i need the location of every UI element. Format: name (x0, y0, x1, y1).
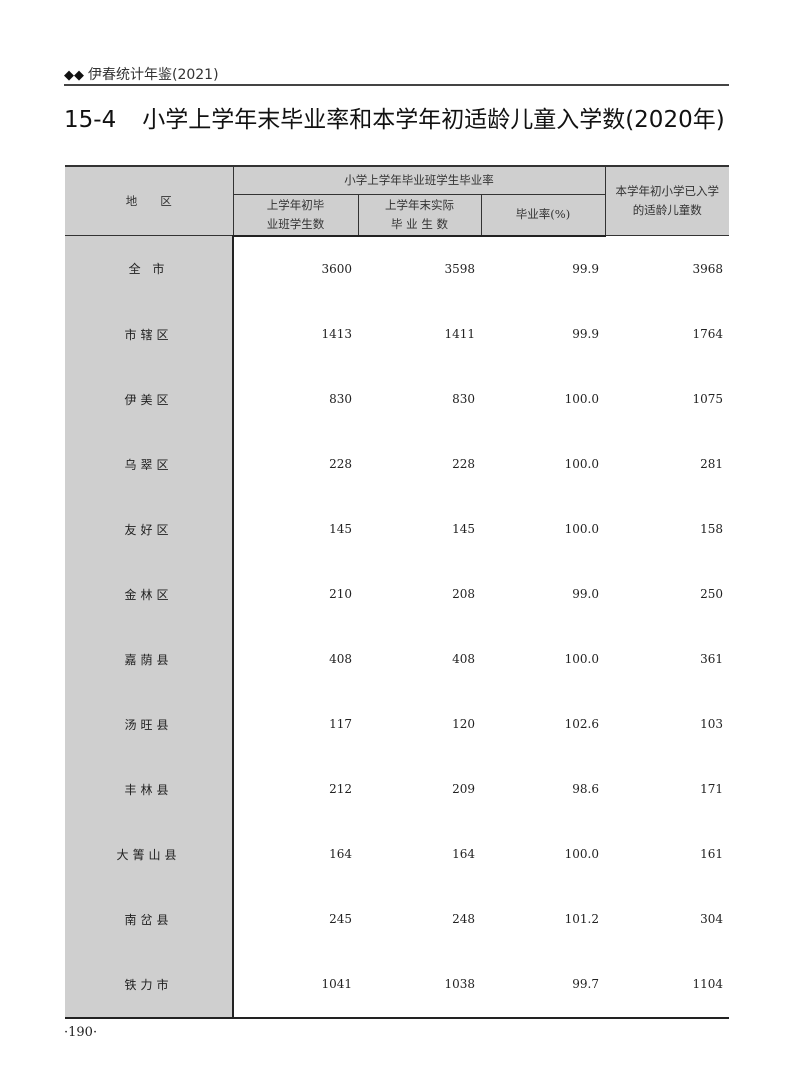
graduating-start-cell: 1041 (233, 951, 358, 1019)
page-title: 15-4 小学上学年末毕业率和本学年初适龄儿童入学数(2020年) (64, 100, 725, 134)
table-row: 全 市 3600 3598 99.9 3968 (65, 235, 729, 302)
enrolled-children-cell: 1764 (692, 327, 723, 341)
graduates-cell: 208 (452, 587, 475, 601)
graduation-rate-cell: 100.0 (564, 457, 599, 471)
header-col1: 上学年初毕 业班学生数 (233, 193, 359, 237)
table-row: 南岔县 245 248 101.2 304 (65, 886, 729, 952)
graduation-rate-cell: 101.2 (564, 912, 599, 926)
running-header: ◆◆ 伊春统计年鉴(2021) (64, 64, 219, 84)
region-cell: 市辖区 (65, 301, 234, 367)
table-row: 汤旺县 117 120 102.6 103 (65, 691, 729, 757)
enrolled-children-cell: 103 (700, 717, 723, 731)
graduates-cell: 830 (452, 392, 475, 406)
enrolled-children-cell: 1104 (605, 951, 729, 1019)
table-row: 嘉荫县 408 408 100.0 361 (65, 626, 729, 692)
region-cell: 汤旺县 (65, 691, 234, 757)
header-region: 地 区 (65, 165, 234, 236)
graduation-rate-cell: 99.9 (572, 262, 599, 276)
enrolled-children-cell: 361 (700, 652, 723, 666)
graduating-start-cell: 210 (329, 587, 352, 601)
graduates-cell: 209 (452, 782, 475, 796)
enrolled-children-cell: 3968 (692, 261, 723, 276)
graduates-cell: 408 (452, 652, 475, 666)
graduates-cell: 228 (452, 457, 475, 471)
region-cell: 嘉荫县 (65, 626, 234, 692)
table-row: 丰林县 212 209 98.6 171 (65, 756, 729, 822)
table-row: 友好区 145 145 100.0 158 (65, 496, 729, 562)
table-row: 大箐山县 164 164 100.0 161 (65, 821, 729, 887)
table-row: 金林区 210 208 99.0 250 (65, 561, 729, 627)
region-cell: 金林区 (65, 561, 234, 627)
graduating-start-cell: 164 (329, 847, 352, 861)
table-row: 乌翠区 228 228 100.0 281 (65, 431, 729, 497)
header-group: 小学上学年毕业班学生毕业率 (232, 165, 606, 195)
header-col3: 毕业率(%) (480, 193, 605, 237)
table-row: 市辖区 1413 1411 99.9 1764 (65, 301, 729, 367)
graduation-rate-cell: 100.0 (564, 652, 599, 666)
graduation-rate-cell: 99.7 (481, 951, 605, 1019)
graduates-cell: 1411 (444, 327, 475, 341)
graduating-start-cell: 117 (329, 717, 352, 731)
table-row: 伊美区 830 830 100.0 1075 (65, 366, 729, 432)
graduation-rate-cell: 99.0 (572, 587, 599, 601)
yearbook-name: 伊春统计年鉴(2021) (88, 67, 219, 83)
header-col2: 上学年末实际毕 业 生 数 (357, 193, 482, 237)
enrolled-children-cell: 161 (700, 847, 723, 861)
table-row: 铁力市 1041 1038 99.7 1104 (65, 951, 729, 1019)
region-cell: 丰林县 (65, 756, 234, 822)
enrolled-children-cell: 158 (700, 522, 723, 536)
table-number: 15-4 (64, 107, 117, 133)
graduation-rate-cell: 100.0 (564, 847, 599, 861)
region-cell: 南岔县 (65, 886, 234, 952)
graduates-cell: 1038 (358, 951, 481, 1019)
region-cell: 乌翠区 (65, 431, 234, 497)
graduates-cell: 3598 (444, 262, 475, 276)
graduating-start-cell: 830 (329, 392, 352, 406)
graduating-start-cell: 3600 (321, 262, 352, 276)
diamond-icon: ◆◆ (64, 68, 84, 83)
enrolled-children-cell: 1075 (692, 392, 723, 406)
graduates-cell: 145 (452, 522, 475, 536)
graduating-start-cell: 212 (329, 782, 352, 796)
enrolled-children-cell: 171 (700, 782, 723, 796)
region-cell: 伊美区 (65, 366, 234, 432)
graduating-start-cell: 245 (329, 912, 352, 926)
graduation-rate-cell: 99.9 (572, 327, 599, 341)
region-cell: 大箐山县 (65, 821, 234, 887)
enrolled-children-cell: 304 (700, 912, 723, 926)
graduation-rate-cell: 102.6 (564, 717, 599, 731)
header-rule (64, 84, 729, 86)
graduating-start-cell: 1413 (321, 327, 352, 341)
region-cell: 铁力市 (65, 951, 234, 1019)
graduates-cell: 120 (452, 717, 475, 731)
graduation-rate-cell: 100.0 (564, 392, 599, 406)
region-cell: 友好区 (65, 496, 234, 562)
header-col4: 本学年初小学已入学 的适龄儿童数 (604, 165, 729, 236)
page-number: ·190· (64, 1025, 98, 1040)
graduation-rate-cell: 100.0 (564, 522, 599, 536)
enrolled-children-cell: 281 (700, 457, 723, 471)
graduating-start-cell: 408 (329, 652, 352, 666)
graduates-cell: 248 (452, 912, 475, 926)
title-text: 小学上学年末毕业率和本学年初适龄儿童入学数(2020年) (142, 107, 725, 133)
region-cell: 全 市 (65, 235, 234, 302)
graduation-rate-cell: 98.6 (572, 782, 599, 796)
enrolled-children-cell: 250 (700, 587, 723, 601)
graduating-start-cell: 228 (329, 457, 352, 471)
graduating-start-cell: 145 (329, 522, 352, 536)
data-table: 地 区 小学上学年毕业班学生毕业率 本学年初小学已入学 的适龄儿童数 上学年初毕业… (65, 165, 729, 1019)
graduates-cell: 164 (452, 847, 475, 861)
